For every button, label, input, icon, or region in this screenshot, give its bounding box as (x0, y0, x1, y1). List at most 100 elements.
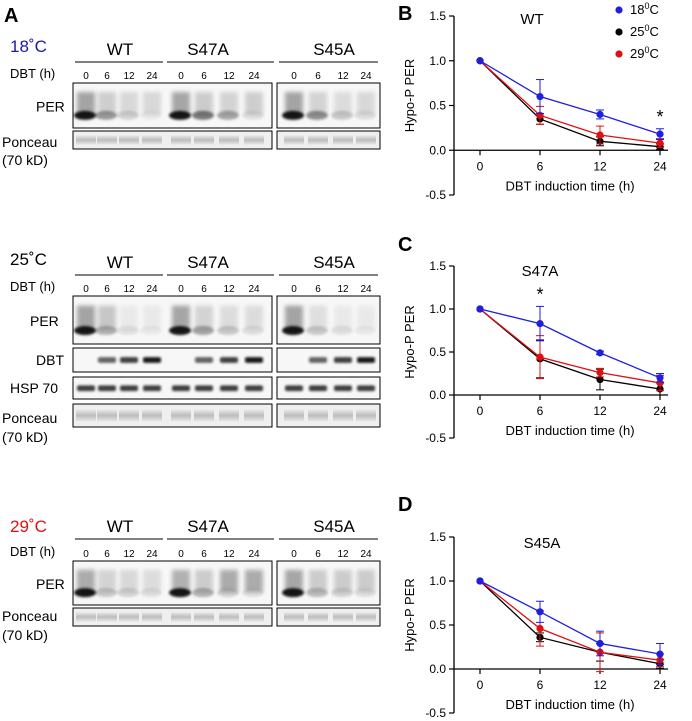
timepoint-label: 24 (146, 284, 158, 295)
timepoint-label: 12 (337, 549, 349, 560)
data-point (596, 375, 604, 384)
per-row-label: PER (36, 99, 65, 115)
strain-label: S45A (313, 517, 355, 536)
timepoint-label: 12 (123, 549, 135, 560)
y-tick-label: 1.5 (429, 9, 446, 23)
legend-item: 290C (615, 45, 659, 61)
ponceau-band (284, 612, 304, 622)
timepoint-label: 12 (223, 284, 235, 295)
hsp70-band (220, 385, 238, 392)
y-axis-label: Hypo-P PER (402, 59, 417, 132)
per-smear (220, 92, 238, 115)
y-tick-label: 0.5 (429, 99, 446, 113)
per-smear (285, 305, 303, 330)
x-tick-label: 12 (593, 678, 607, 692)
series-line (479, 60, 661, 148)
blot-row-ponceau: Ponceau (70 kD) (2, 607, 381, 643)
chart-title: S45A (524, 535, 561, 552)
timepoint-label: 12 (123, 71, 135, 82)
hsp70-row-label: HSP 70 (10, 380, 58, 396)
ponceau-band (97, 409, 117, 422)
chart-title: WT (520, 11, 543, 28)
chart-wt: -0.5 0.0 0.5 1.0 1.5 0 6 12 24 DBT induction time… (402, 9, 668, 202)
x-tick-label: 6 (537, 404, 544, 418)
series-18°C (476, 577, 664, 666)
chart-title: S47A (522, 263, 559, 280)
panel-letter-b: B (398, 3, 412, 25)
data-point (536, 320, 544, 328)
ponceau-band (76, 409, 96, 422)
timepoint-label: 6 (201, 71, 207, 82)
ponceau-band (194, 409, 214, 422)
per-smear (172, 305, 190, 330)
dbt-band (195, 357, 213, 363)
series-line (479, 580, 661, 665)
hsp70-band (195, 385, 213, 392)
legend-marker (615, 50, 623, 58)
y-tick-label: 0.5 (429, 345, 446, 359)
per-smear (245, 305, 263, 330)
y-tick-label: 1.5 (429, 259, 446, 273)
ponceau-band (142, 612, 162, 622)
blot-row-ponceau: Ponceau (70 kD) (2, 403, 381, 445)
per-smear (143, 305, 161, 330)
per-smear (195, 305, 213, 330)
timepoint-label: 6 (104, 71, 110, 82)
line-charts: B C D 180C 250C 290C -0.5 0.0 0.5 1.0 1.5 0 6 12 2… (398, 1, 668, 720)
timepoint-label: 6 (315, 71, 321, 82)
ponceau-band (284, 409, 304, 422)
ponceau-band (194, 135, 214, 145)
ponceau-band (171, 135, 191, 145)
per-smear (77, 305, 95, 330)
ponceau-kd-label: (70 kD) (2, 627, 48, 643)
ponceau-band (119, 612, 139, 622)
per-smear (285, 92, 303, 115)
timepoint-label: 24 (146, 549, 158, 560)
x-tick-label: 6 (537, 159, 544, 173)
ponceau-band (219, 612, 239, 622)
ponceau-band (244, 612, 264, 622)
blot-group-1: 18˚C WT S47A S45A DBT (h) 0 6 12 24 0 6 12 24 0 6 12 24 P… (2, 37, 381, 168)
strain-label: WT (107, 40, 133, 59)
ponceau-band (142, 135, 162, 145)
y-tick-label: -0.5 (425, 188, 446, 202)
strain-label: WT (107, 517, 133, 536)
y-tick-label: 0.0 (429, 388, 446, 402)
series-line (479, 580, 661, 661)
ponceau-band (333, 612, 353, 622)
ponceau-band (194, 612, 214, 622)
x-tick-label: 0 (477, 159, 484, 173)
ponceau-band (76, 612, 96, 622)
data-point (536, 353, 544, 361)
series-line (479, 308, 661, 384)
strain-label: S47A (187, 253, 229, 272)
y-tick-label: 1.0 (429, 302, 446, 316)
ponceau-band (333, 135, 353, 145)
per-smear (357, 569, 375, 592)
timepoint-label: 12 (337, 284, 349, 295)
significance-marker: * (656, 107, 663, 127)
timepoint-label: 24 (248, 71, 260, 82)
dbt-hours-label: DBT (h) (10, 279, 55, 294)
series-line (479, 60, 661, 144)
per-smear (245, 92, 263, 115)
per-smear (309, 92, 327, 115)
timepoint-label: 0 (178, 284, 184, 295)
per-smear (98, 569, 116, 592)
panel-letter-c: C (398, 234, 412, 256)
ponceau-label: Ponceau (2, 410, 57, 426)
ponceau-band (308, 612, 328, 622)
per-smear (143, 569, 161, 592)
x-tick-label: 24 (653, 159, 667, 173)
ponceau-band (356, 135, 376, 145)
blot-row-per: PER (30, 295, 381, 345)
significance-marker: * (536, 284, 543, 304)
per-smear (220, 305, 238, 330)
series-29°C (476, 577, 664, 673)
series-29°C (476, 305, 664, 392)
x-tick-label: 6 (537, 678, 544, 692)
ponceau-band (244, 409, 264, 422)
per-smear (357, 92, 375, 115)
per-smear (309, 569, 327, 592)
